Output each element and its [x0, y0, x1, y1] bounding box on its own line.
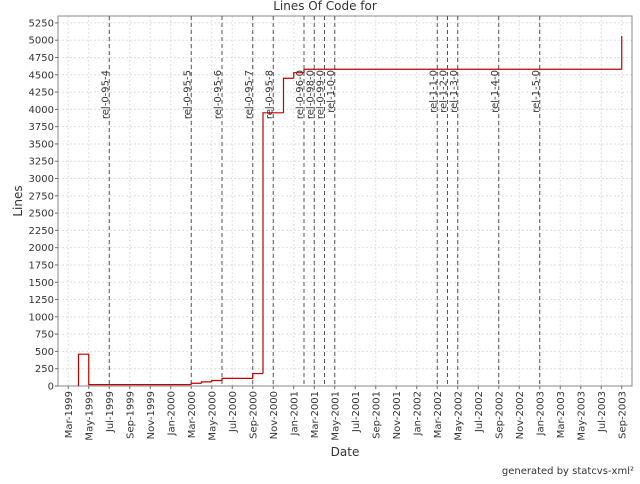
y-tick-label: 1750: [29, 260, 54, 271]
release-label: rel-0-95-4: [100, 70, 111, 119]
y-tick-label: 2000: [29, 243, 54, 254]
x-tick-label: Jul-2003: [597, 391, 608, 433]
release-label: rel-1-1-0: [428, 70, 439, 113]
footer: generated by statcvs-xml²: [502, 466, 634, 477]
x-tick-label: Nov-2000: [269, 391, 280, 439]
y-tick-label: 4750: [29, 53, 54, 64]
y-tick-label: 3750: [29, 122, 54, 133]
x-tick-label: Nov-2002: [515, 391, 526, 439]
plot-frame: [57, 15, 633, 387]
x-tick-label: Mar-2003: [556, 391, 567, 438]
x-tick-label: May-1999: [84, 391, 95, 441]
release-label: rel-0-95-6: [213, 70, 224, 119]
y-tick-label: 2500: [29, 209, 54, 220]
release-label: rel-1-2-0: [439, 70, 450, 113]
chart-title: Lines Of Code for: [273, 0, 377, 13]
step-segment: [262, 112, 284, 374]
y-tick-label: 4000: [29, 105, 54, 116]
x-tick-label: Nov-2001: [392, 391, 403, 439]
x-tick-label: Jul-2001: [351, 391, 362, 433]
x-tick-label: Mar-2002: [433, 391, 444, 438]
x-tick-label: May-2003: [576, 391, 587, 441]
y-tick-label: 500: [35, 347, 54, 358]
x-tick-label: Mar-2001: [310, 391, 321, 438]
y-tick-label: 0: [48, 382, 54, 393]
x-tick-label: Sep-2002: [494, 391, 505, 439]
x-tick-label: Jan-2003: [535, 391, 546, 436]
y-axis-label: Lines: [11, 185, 25, 216]
x-tick-label: Jul-2000: [228, 391, 239, 433]
step-segment: [252, 372, 263, 379]
release-label: rel-0-99-0: [316, 70, 327, 119]
x-tick-label: Mar-2000: [187, 391, 198, 438]
release-label: rel-1-4-0: [490, 70, 501, 113]
y-tick-label: 4250: [29, 88, 54, 99]
y-tick-label: 5000: [29, 36, 54, 47]
step-segment: [282, 77, 294, 113]
x-tick-label: Sep-2003: [617, 391, 628, 439]
y-tick-label: 1250: [29, 295, 54, 306]
x-tick-label: Nov-1999: [146, 391, 157, 439]
step-segment: [211, 379, 222, 382]
step-segment: [88, 354, 192, 386]
y-tick-label: 3000: [29, 174, 54, 185]
y-tick-label: 2750: [29, 191, 54, 202]
x-tick-label: May-2001: [330, 391, 341, 441]
x-tick-label: Mar-1999: [64, 391, 75, 438]
x-tick-label: Sep-2001: [371, 391, 382, 439]
x-tick-label: Jul-2002: [474, 391, 485, 433]
y-tick-label: 250: [35, 364, 54, 375]
release-label: rel-0-95-5: [182, 70, 193, 119]
step-segment: [77, 353, 89, 386]
x-tick-label: Jan-2000: [166, 391, 177, 436]
y-tick-label: 5250: [29, 18, 54, 29]
x-tick-label: Sep-1999: [125, 391, 136, 439]
y-tick-label: 750: [35, 330, 54, 341]
release-label: rel-0-95-7: [244, 70, 255, 119]
y-tick-label: 2250: [29, 226, 54, 237]
step-segment: [190, 382, 202, 385]
x-axis-label: Date: [331, 445, 360, 459]
x-tick-label: Jan-2001: [289, 391, 300, 436]
release-label: rel-1-3-0: [449, 70, 460, 113]
y-tick-label: 1500: [29, 278, 54, 289]
x-tick-label: May-2002: [453, 391, 464, 441]
y-tick-label: 1000: [29, 312, 54, 323]
x-tick-label: Jan-2002: [412, 391, 423, 436]
release-label: rel-1-0-0: [326, 70, 337, 113]
y-tick-label: 4500: [29, 70, 54, 81]
y-tick-label: 3500: [29, 139, 54, 150]
x-tick-label: Jul-1999: [105, 391, 116, 433]
release-label: rel-1-5-0: [531, 70, 542, 113]
x-tick-label: Sep-2000: [248, 391, 259, 439]
step-segment: [293, 72, 304, 79]
step-segment: [303, 68, 622, 73]
step-segment: [200, 381, 212, 384]
y-tick-label: 3250: [29, 157, 54, 168]
release-label: rel-0-98-0: [305, 70, 316, 119]
release-label: rel-0-95-8: [264, 70, 275, 119]
release-label: rel-0-96-0: [295, 70, 306, 119]
x-tick-label: May-2000: [207, 391, 218, 441]
step-segment: [221, 377, 253, 381]
